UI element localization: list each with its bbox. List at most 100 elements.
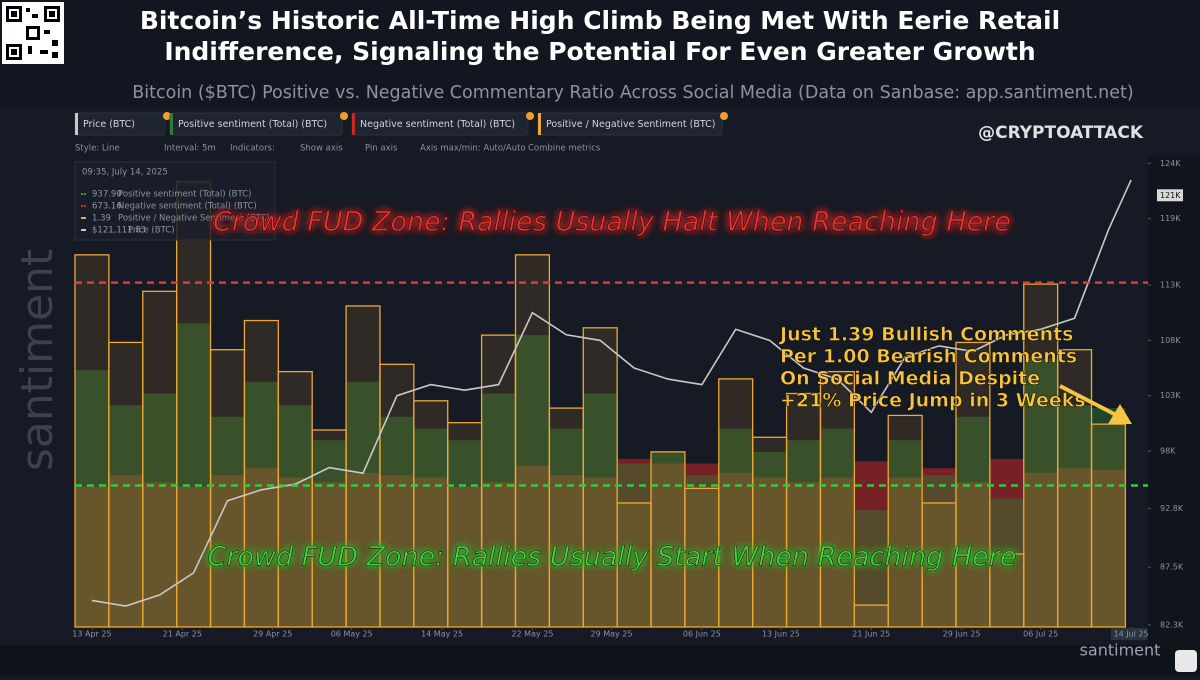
bar — [921, 502, 957, 628]
bar — [922, 468, 956, 627]
bar — [379, 475, 414, 627]
bar — [346, 381, 380, 627]
bar — [616, 502, 652, 628]
x-tick-box — [1111, 628, 1148, 640]
bar — [1056, 349, 1093, 628]
bar — [548, 407, 584, 628]
bar — [1057, 405, 1092, 627]
bar — [277, 370, 313, 628]
bar — [1057, 468, 1092, 627]
bar — [244, 468, 279, 627]
bar — [651, 463, 685, 627]
x-tick-label: 06 May 25 — [331, 630, 373, 639]
bar — [312, 482, 347, 627]
bar — [820, 428, 855, 627]
bar — [210, 416, 245, 627]
bar — [1023, 472, 1058, 627]
toolbar-item[interactable]: Style: Line — [75, 144, 120, 154]
tooltip-time: 09:35, July 14, 2025 — [82, 168, 168, 178]
bar — [75, 370, 109, 627]
zone-annotation: Crowd FUD Zone: Rallies Usually Halt Whe… — [213, 207, 1011, 238]
subtitle: Bitcoin ($BTC) Positive vs. Negative Com… — [132, 83, 1133, 103]
callout-line: On Social Media Despite — [780, 368, 1040, 390]
bar — [989, 458, 1024, 627]
callout-line: Just 1.39 Bullish Comments — [778, 324, 1074, 346]
bar — [1090, 423, 1127, 628]
bar — [1091, 469, 1126, 627]
x-tick-label: 21 Jun 25 — [852, 630, 890, 639]
legend-swatch — [538, 113, 541, 135]
bar — [176, 486, 211, 627]
legend-label: Positive sentiment (Total) (BTC) — [178, 119, 327, 130]
bar — [515, 465, 550, 627]
bar — [1091, 408, 1126, 627]
bar — [888, 440, 923, 627]
tooltip-value: 937.90 — [92, 190, 122, 200]
bottom-logo: santiment — [1080, 641, 1161, 660]
handle: @CRYPTOATTACK — [978, 123, 1144, 143]
bar — [583, 393, 618, 627]
y-tick-label: 103K — [1160, 391, 1181, 400]
bar — [447, 486, 482, 627]
toolbar-item[interactable]: Interval: 5m — [164, 144, 216, 154]
bar — [549, 475, 584, 627]
bar — [583, 477, 618, 627]
bar — [481, 482, 516, 627]
x-tick-label: 21 Apr 25 — [163, 630, 202, 639]
legend-swatch — [352, 113, 355, 135]
legend-label: Positive / Negative Sentiment (BTC) — [546, 119, 715, 130]
bar — [481, 393, 516, 627]
y-tick-label: 108K — [1160, 336, 1181, 345]
toolbar-item[interactable]: Show axis — [300, 144, 343, 154]
legend-icon — [720, 112, 728, 120]
bar — [820, 477, 855, 627]
bar — [515, 335, 550, 627]
bar — [176, 181, 212, 628]
legend-label: Price (BTC) — [83, 119, 135, 130]
bar — [379, 416, 414, 627]
bar — [955, 482, 990, 627]
legend-swatch — [75, 113, 78, 135]
bar — [142, 290, 178, 628]
legend-swatch — [170, 113, 173, 135]
bar — [718, 472, 753, 627]
tooltip-label: Positive / Negative Sentiment (BTC) — [118, 214, 270, 224]
toolbar-item[interactable]: Combine metrics — [528, 144, 601, 154]
tooltip-label: Price (BTC) — [128, 226, 175, 236]
callout-line: +21% Price Jump in 3 Weeks — [780, 390, 1086, 412]
bar — [684, 463, 719, 627]
toolbar-item[interactable]: Indicators: — [230, 144, 275, 154]
bar — [718, 378, 754, 628]
tooltip-value: 673.16 — [92, 202, 122, 212]
legend-icon — [163, 112, 171, 120]
y-tick-label: 82.3K — [1160, 620, 1184, 629]
callout-arrow — [1059, 384, 1123, 420]
y-tick-label: 92.8K — [1160, 504, 1184, 513]
bar — [853, 604, 889, 628]
bar — [922, 475, 956, 627]
bar — [549, 428, 584, 627]
x-tick-label: 13 Jun 25 — [762, 630, 800, 639]
toolbar-item[interactable]: Axis max/min: Auto/Auto — [420, 144, 526, 154]
bar — [142, 482, 177, 627]
logo-icon — [1175, 650, 1197, 672]
legend-label: Negative sentiment (Total) (BTC) — [360, 119, 515, 130]
bar — [108, 405, 143, 627]
bar — [74, 254, 110, 628]
bar — [854, 461, 889, 627]
callout-arrowhead — [1108, 404, 1132, 424]
x-tick-label: 22 May 25 — [511, 630, 553, 639]
bar — [888, 477, 923, 627]
bar — [447, 440, 482, 627]
bar — [684, 475, 719, 627]
bar — [955, 416, 990, 627]
bar — [752, 436, 788, 628]
price-line — [91, 179, 1132, 607]
bar — [75, 486, 109, 627]
bar — [243, 319, 279, 628]
bar — [718, 428, 753, 627]
price-tag-label: 121K — [1160, 191, 1181, 200]
toolbar-item[interactable]: Pin axis — [365, 144, 398, 154]
bar — [209, 349, 246, 628]
bar — [819, 370, 855, 628]
